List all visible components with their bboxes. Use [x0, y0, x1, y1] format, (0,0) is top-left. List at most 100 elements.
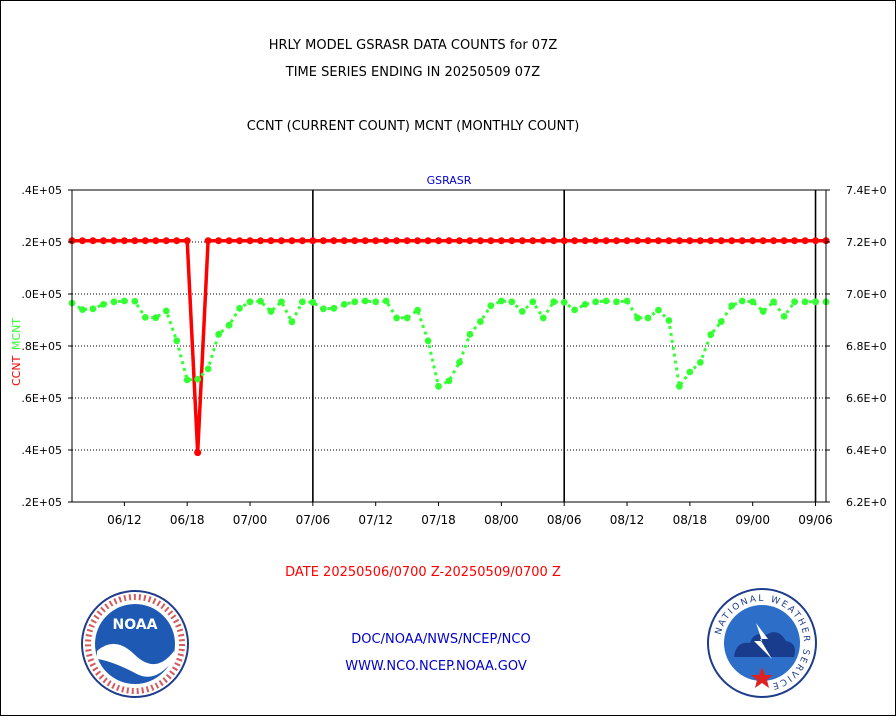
y-axis-label-ccnt: CCNT — [10, 355, 23, 386]
data-point-mcnt — [623, 297, 631, 305]
data-point-ccnt — [89, 237, 97, 245]
data-point-mcnt — [215, 330, 223, 338]
right-tick-label: 7.0E+0 — [846, 288, 887, 301]
data-point-ccnt — [592, 237, 600, 245]
chart-subtitle: CCNT (CURRENT COUNT) MCNT (MONTHLY COUNT… — [246, 119, 580, 134]
data-point-ccnt — [162, 237, 170, 245]
data-point-mcnt — [246, 298, 254, 306]
data-point-ccnt — [623, 237, 631, 245]
data-point-mcnt — [477, 318, 484, 325]
data-point-mcnt — [487, 302, 495, 310]
data-point-mcnt — [497, 297, 505, 305]
data-point-ccnt — [613, 237, 621, 245]
data-point-mcnt — [267, 308, 275, 315]
org-link[interactable]: DOC/NOAA/NWS/NCEP/NCO — [351, 632, 531, 647]
data-point-mcnt — [131, 297, 139, 305]
chart-title-line2: TIME SERIES ENDING IN 20250509 07Z — [285, 65, 541, 80]
data-point-mcnt — [801, 298, 809, 306]
data-point-ccnt — [351, 237, 359, 245]
series-line-ccnt — [72, 238, 826, 455]
data-point-mcnt — [812, 298, 819, 306]
plot-area — [71, 189, 827, 503]
date-range-label: DATE 20250506/0700 Z-20250509/0700 Z — [285, 565, 561, 580]
data-point-ccnt — [152, 237, 160, 245]
right-tick-label: 6.4E+0 — [846, 444, 887, 457]
data-point-mcnt — [518, 308, 526, 315]
data-point-mcnt — [340, 301, 348, 308]
data-point-mcnt — [372, 298, 380, 306]
data-point-mcnt — [288, 318, 296, 326]
data-point-ccnt — [194, 449, 202, 457]
data-point-ccnt — [382, 237, 390, 245]
data-point-ccnt — [257, 237, 264, 245]
series-line-mcnt — [71, 299, 826, 388]
data-point-ccnt — [791, 237, 799, 245]
data-point-mcnt — [382, 297, 390, 305]
data-point-mcnt — [686, 368, 694, 376]
left-tick-label: .8E+05 — [21, 340, 62, 353]
data-point-mcnt — [581, 301, 589, 308]
data-point-ccnt — [644, 237, 652, 245]
data-point-mcnt — [508, 298, 516, 306]
data-point-ccnt — [665, 237, 673, 245]
left-tick-label: .2E+05 — [21, 236, 62, 249]
data-point-ccnt — [466, 237, 474, 245]
data-point-mcnt — [560, 298, 568, 306]
data-point-mcnt — [759, 308, 767, 315]
data-point-mcnt — [717, 318, 725, 325]
x-tick-label: 09/00 — [735, 513, 770, 527]
left-tick-label: .2E+05 — [21, 496, 62, 509]
data-point-mcnt — [100, 301, 107, 308]
data-point-mcnt — [424, 337, 432, 345]
data-point-ccnt — [654, 237, 662, 245]
data-point-ccnt — [581, 237, 589, 245]
data-point-ccnt — [759, 237, 767, 245]
data-point-mcnt — [571, 306, 579, 314]
data-point-mcnt — [298, 298, 306, 306]
data-point-ccnt — [770, 237, 778, 245]
data-point-mcnt — [529, 298, 537, 306]
data-point-mcnt — [791, 298, 798, 306]
left-tick-label: .4E+05 — [21, 444, 62, 457]
x-tick-label: 06/12 — [107, 513, 142, 527]
data-point-ccnt — [738, 237, 746, 245]
data-point-mcnt — [351, 298, 359, 306]
data-point-ccnt — [372, 237, 380, 245]
data-point-ccnt — [393, 237, 401, 245]
data-point-mcnt — [278, 298, 285, 306]
data-point-mcnt — [770, 298, 778, 306]
data-point-ccnt — [435, 237, 443, 245]
data-point-ccnt — [518, 237, 526, 245]
data-point-mcnt — [665, 317, 673, 324]
data-point-mcnt — [592, 298, 600, 306]
data-point-mcnt — [141, 314, 149, 321]
data-point-mcnt — [257, 297, 264, 305]
left-tick-label: .4E+05 — [21, 184, 62, 197]
data-point-ccnt — [277, 237, 285, 245]
data-point-ccnt — [476, 237, 484, 245]
data-point-ccnt — [330, 237, 338, 245]
data-point-ccnt — [686, 237, 694, 245]
data-point-mcnt — [152, 314, 160, 322]
x-tick-label: 06/18 — [170, 513, 205, 527]
series-label: GSRASR — [427, 174, 472, 187]
data-point-mcnt — [162, 307, 170, 315]
data-point-mcnt — [550, 298, 558, 306]
data-point-mcnt — [414, 306, 421, 314]
data-point-ccnt — [696, 237, 704, 245]
data-point-mcnt — [79, 306, 86, 313]
data-point-ccnt — [141, 237, 149, 245]
website-link[interactable]: WWW.NCO.NCEP.NOAA.GOV — [345, 659, 527, 674]
data-point-ccnt — [529, 237, 537, 245]
x-tick-label: 07/00 — [233, 513, 268, 527]
right-tick-label: 6.6E+0 — [846, 392, 887, 405]
data-point-mcnt — [456, 358, 463, 366]
data-point-mcnt — [738, 297, 746, 305]
right-tick-label: 7.2E+0 — [846, 236, 887, 249]
left-tick-label: .6E+05 — [21, 392, 62, 405]
x-tick-label: 07/06 — [296, 513, 331, 527]
data-point-ccnt — [801, 237, 809, 245]
data-point-mcnt — [183, 376, 191, 384]
x-tick-label: 08/06 — [547, 513, 582, 527]
